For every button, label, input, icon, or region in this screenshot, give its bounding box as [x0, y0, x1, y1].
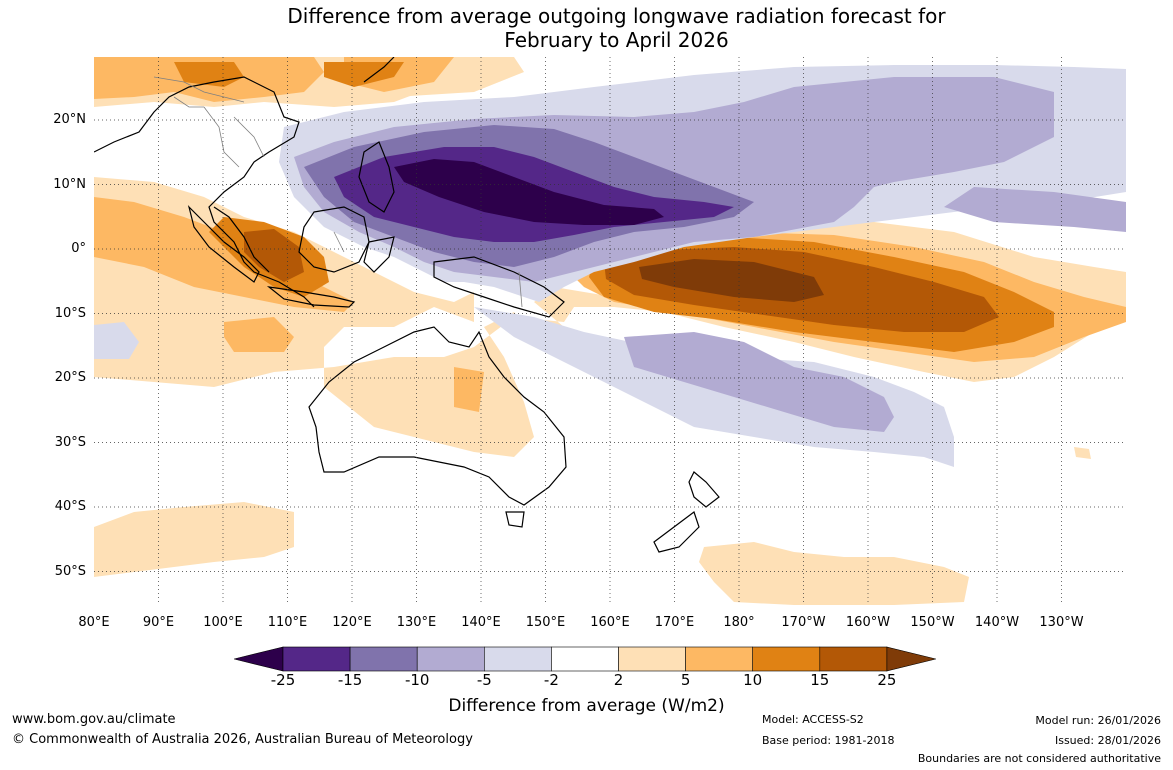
- colorbar-title: Difference from average (W/m2): [448, 696, 725, 716]
- latitude-label: 50°S: [54, 563, 86, 579]
- coastline-malaysia: [213, 206, 270, 273]
- footer-copyright: © Commonwealth of Australia 2026, Austra…: [12, 732, 473, 747]
- latitude-label: 20°N: [53, 112, 86, 127]
- longitude-label: 90°E: [142, 615, 175, 630]
- footer-model-run: Model run: 26/01/2026: [1035, 714, 1161, 727]
- longitude-label: 120°E: [332, 615, 372, 630]
- anomaly-region: [94, 322, 139, 359]
- latitude-label: 40°S: [54, 499, 86, 514]
- colorbar-tick-label: 15: [810, 671, 830, 689]
- latitude-label: 0°: [71, 241, 86, 256]
- map-title: Difference from average outgoing longwav…: [0, 4, 1173, 52]
- colorbar-tick-label: 10: [743, 671, 763, 689]
- colorbar-tick-label: -5: [476, 671, 492, 689]
- longitude-label: 140°E: [461, 615, 501, 630]
- colorbar-swatch: [618, 646, 686, 672]
- longitude-label: 80°E: [78, 615, 110, 630]
- coastline-borneo: [298, 206, 370, 273]
- anomaly-region: [324, 62, 404, 87]
- footer-disclaimer: Boundaries are not considered authoritat…: [917, 752, 1161, 765]
- longitude-label: 160°W: [845, 615, 891, 630]
- coastline-asia: [94, 76, 315, 308]
- longitude-label: 110°E: [267, 615, 308, 630]
- coastline-sumatra: [187, 205, 260, 283]
- anomaly-region: [174, 62, 244, 87]
- coastline-java: [266, 286, 356, 308]
- colorbar-extend-low: [234, 646, 284, 672]
- colorbar-swatch: [752, 646, 821, 672]
- anomaly-shading: [94, 57, 1126, 605]
- latitude-label: 10°S: [54, 305, 86, 321]
- coastline-philippines: [358, 141, 395, 213]
- coastline-nz-south: [653, 511, 700, 553]
- olr-anomaly-map: [94, 57, 1126, 605]
- anomaly-region: [244, 229, 304, 282]
- colorbar-tick-label: -2: [543, 671, 559, 689]
- coastline-new-guinea: [433, 256, 565, 318]
- longitude-label: 100°E: [203, 615, 243, 630]
- colorbar: [234, 646, 936, 672]
- colorbar-tick-label: -25: [270, 671, 296, 689]
- longitude-label: 180°: [723, 615, 755, 630]
- colorbar-swatch: [282, 646, 351, 672]
- anomaly-region: [454, 367, 484, 412]
- colorbar-tick-label: 2: [613, 671, 624, 689]
- latitude-label: 20°S: [54, 370, 86, 385]
- anomaly-region: [94, 502, 294, 577]
- anomaly-region: [224, 317, 294, 352]
- latitude-label: 30°S: [54, 434, 86, 450]
- footer-url[interactable]: www.bom.gov.au/climate: [12, 712, 176, 727]
- longitude-label: 130°E: [396, 615, 437, 630]
- colorbar-swatch: [349, 646, 418, 672]
- longitude-label: 160°E: [590, 615, 630, 630]
- colorbar-swatch: [484, 646, 552, 672]
- title-line-2: February to April 2026: [504, 28, 729, 52]
- colorbar-tick-label: -15: [337, 671, 363, 689]
- colorbar-tick-label: 25: [877, 671, 897, 689]
- longitude-label: 130°W: [1039, 615, 1084, 630]
- footer-issued: Issued: 28/01/2026: [1054, 734, 1161, 747]
- colorbar-swatch: [685, 646, 754, 672]
- colorbar-swatch: [416, 646, 485, 672]
- coastline-australia: [308, 326, 567, 506]
- anomaly-region: [944, 187, 1126, 232]
- graticule: [94, 57, 1126, 605]
- coastline-japan: [363, 57, 395, 83]
- coastline-tasmania: [505, 511, 525, 528]
- title-line-1: Difference from average outgoing longwav…: [287, 4, 946, 28]
- longitude-label: 150°E: [525, 615, 566, 630]
- latitude-label: 10°N: [53, 176, 86, 192]
- coastline-sulawesi: [363, 236, 395, 273]
- colorbar-extend-high: [886, 646, 936, 672]
- longitude-label: 170°E: [654, 615, 695, 630]
- anomaly-region: [394, 159, 664, 225]
- anomaly-region: [1074, 447, 1091, 459]
- longitude-label: 170°W: [781, 615, 826, 630]
- anomaly-region: [639, 259, 824, 302]
- footer-model: Model: ACCESS-S2: [762, 713, 864, 726]
- colorbar-tick-label: 5: [680, 671, 691, 689]
- colorbar-swatch: [819, 646, 888, 672]
- colorbar-tick-label: -10: [404, 671, 430, 689]
- longitude-label: 140°W: [974, 615, 1020, 630]
- colorbar-swatch: [551, 646, 619, 672]
- anomaly-region: [699, 542, 969, 605]
- longitude-label: 150°W: [910, 615, 955, 630]
- anomaly-region: [624, 332, 894, 432]
- footer-base-period: Base period: 1981-2018: [762, 734, 895, 747]
- coastlines: [94, 57, 720, 553]
